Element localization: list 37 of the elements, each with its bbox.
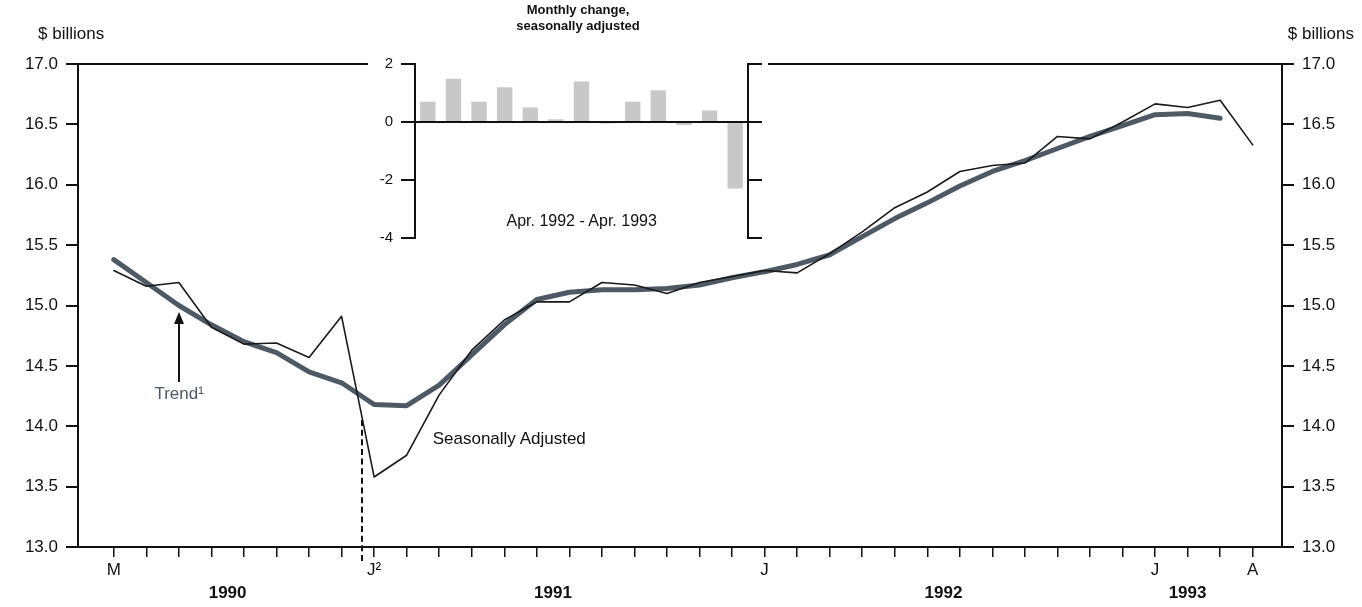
- chart-title: Monthly change, seasonally adjusted: [515, 2, 641, 34]
- y2-tick-label: 13.0: [1302, 536, 1336, 556]
- y2-tick-label: 15.0: [1302, 295, 1336, 315]
- y-tick-label: 16.5: [24, 114, 58, 134]
- y2-tick-label: 13.5: [1302, 476, 1336, 496]
- y-tick-label: -4: [379, 227, 393, 245]
- y-tick-label: 13.5: [24, 476, 58, 496]
- y2-tick-label: 14.0: [1302, 415, 1336, 435]
- y-tick-label: 16.0: [24, 174, 58, 194]
- text: 1993: [1168, 583, 1207, 603]
- y-tick-label: 15.0: [24, 295, 58, 315]
- y2-tick-label: 16.5: [1302, 114, 1336, 134]
- y2-tick-label: 16.0: [1302, 174, 1336, 194]
- series-label: Seasonally Adjusted: [432, 429, 586, 450]
- y2-tick-label: 17.0: [1302, 53, 1336, 73]
- y-tick-label: 2: [384, 54, 393, 72]
- y2-tick-label: 15.5: [1302, 234, 1336, 254]
- y-tick-label: 0: [384, 112, 393, 130]
- y-tick-label: 13.0: [24, 536, 58, 556]
- y2-tick-label: 14.5: [1302, 355, 1336, 375]
- x-tick-label: M: [106, 559, 121, 579]
- y-tick-label: 15.5: [24, 234, 58, 254]
- text: 1990: [208, 583, 247, 603]
- text: Trend¹: [154, 383, 204, 404]
- y-axis-title: $ billions: [38, 24, 105, 44]
- text: 1992: [924, 583, 963, 603]
- y-tick-label: 17.0: [24, 53, 58, 73]
- y2-axis-title: $ billions: [1287, 24, 1354, 44]
- x-tick-label: J: [760, 559, 769, 579]
- y-tick-label: 14.5: [24, 355, 58, 375]
- y-tick-label: -2: [379, 170, 393, 188]
- x-tick-label: A: [1247, 559, 1260, 579]
- annotation: Apr. 1992 - Apr. 1993: [506, 211, 657, 230]
- x-tick-label: J²: [367, 559, 382, 579]
- x-tick-label: J: [1150, 559, 1160, 579]
- text: 1991: [534, 583, 572, 603]
- y-tick-label: 14.0: [24, 415, 58, 435]
